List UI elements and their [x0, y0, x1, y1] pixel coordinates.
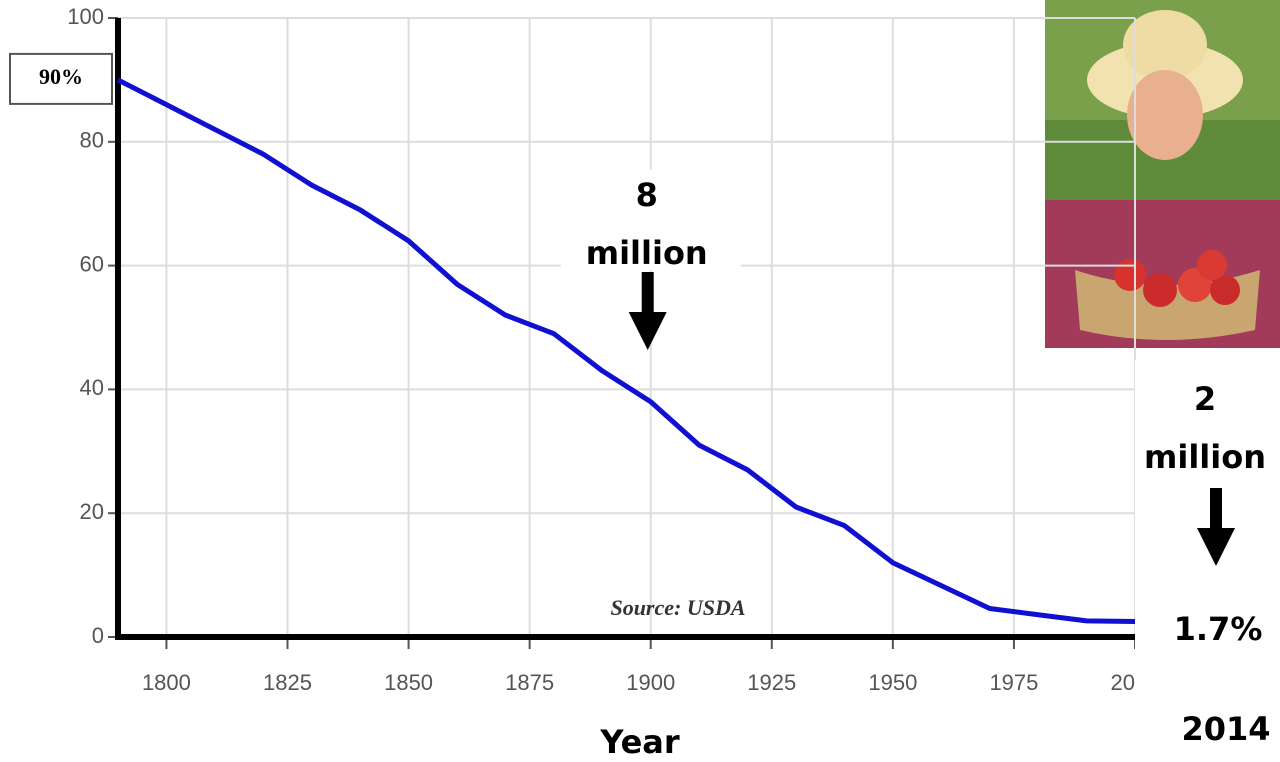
- annotation: million: [586, 234, 708, 272]
- x-tick-label: 1825: [263, 670, 312, 695]
- x-tick-label: 1950: [868, 670, 917, 695]
- x-tick-label: 1925: [747, 670, 796, 695]
- annotation-bg: [1135, 360, 1280, 762]
- x-axis-label: Year: [599, 723, 680, 761]
- y-tick-label: 40: [80, 375, 104, 400]
- y-tick-label: 80: [80, 128, 104, 153]
- start-label: 90%: [39, 64, 83, 89]
- grid: [118, 18, 1135, 637]
- x-tick-label: 1900: [626, 670, 675, 695]
- x-tick-label: 1975: [989, 670, 1038, 695]
- y-tick-label: 0: [92, 623, 104, 648]
- y-tick-label: 60: [80, 251, 104, 276]
- photo: [1045, 0, 1280, 348]
- x-tick-label: 1800: [142, 670, 191, 695]
- arrow: [629, 272, 667, 350]
- end-value: 1.7%: [1174, 610, 1263, 648]
- line: [118, 80, 1135, 622]
- annotation: 2: [1194, 380, 1216, 418]
- source: Source: USDA: [610, 595, 745, 620]
- x-tick-label: 1850: [384, 670, 433, 695]
- y-tick-label: 20: [80, 499, 104, 524]
- annotation: million: [1144, 438, 1266, 476]
- chart: Year 0 20 40 60 80 100 1800 1825 1850 1875 1900 192…: [0, 0, 1280, 762]
- y-tick-label: 100: [67, 4, 104, 29]
- annotation: 8: [636, 176, 658, 214]
- end-year: 2014: [1181, 710, 1270, 748]
- x-tick-label: 1875: [505, 670, 554, 695]
